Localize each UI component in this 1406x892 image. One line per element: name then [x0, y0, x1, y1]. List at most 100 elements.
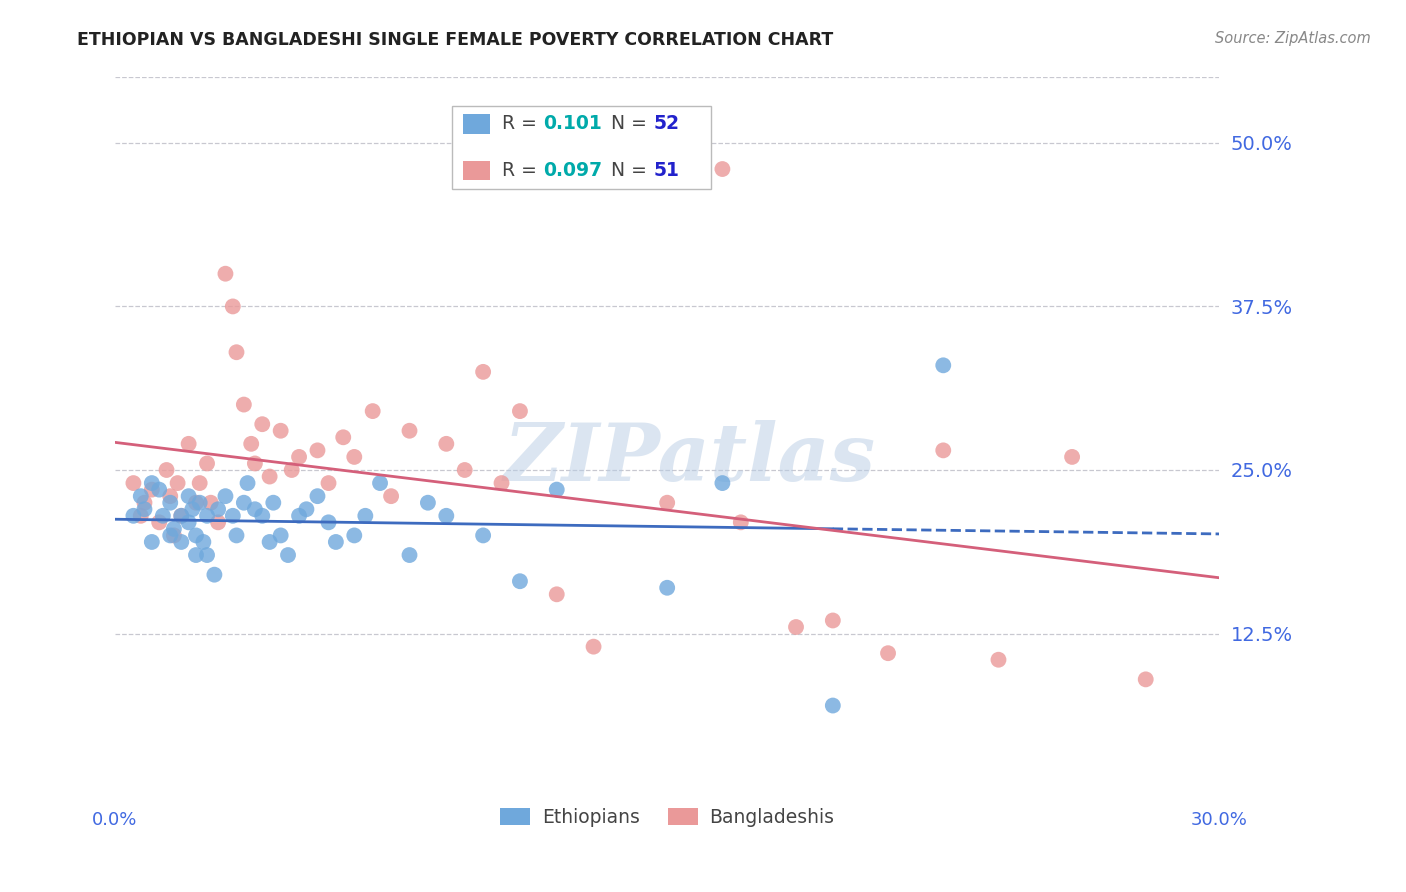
Point — [159, 496, 181, 510]
Point — [472, 528, 495, 542]
Point — [148, 483, 170, 497]
Point — [243, 502, 266, 516]
Point — [280, 463, 302, 477]
Point — [288, 508, 311, 523]
Point — [307, 443, 329, 458]
Point — [232, 496, 254, 510]
Point — [343, 450, 366, 464]
Point — [546, 483, 568, 497]
Point — [177, 437, 200, 451]
FancyBboxPatch shape — [463, 114, 491, 134]
Point — [546, 587, 568, 601]
Point — [932, 359, 955, 373]
Point — [318, 476, 340, 491]
Point — [166, 476, 188, 491]
Point — [262, 496, 284, 510]
Point — [159, 489, 181, 503]
Point — [159, 528, 181, 542]
Point — [380, 489, 402, 503]
Point — [877, 646, 900, 660]
Text: R =: R = — [502, 161, 543, 180]
Text: ETHIOPIAN VS BANGLADESHI SINGLE FEMALE POVERTY CORRELATION CHART: ETHIOPIAN VS BANGLADESHI SINGLE FEMALE P… — [77, 31, 834, 49]
Point — [181, 502, 204, 516]
Point — [332, 430, 354, 444]
Point — [259, 469, 281, 483]
Text: Source: ZipAtlas.com: Source: ZipAtlas.com — [1215, 31, 1371, 46]
Point — [454, 463, 477, 477]
Point — [141, 483, 163, 497]
Point — [987, 653, 1010, 667]
Point — [214, 267, 236, 281]
Point — [155, 463, 177, 477]
Point — [129, 508, 152, 523]
Point — [148, 516, 170, 530]
Point — [491, 476, 513, 491]
Point — [785, 620, 807, 634]
FancyBboxPatch shape — [451, 106, 711, 189]
Text: N =: N = — [599, 114, 652, 133]
Point — [195, 508, 218, 523]
Point — [277, 548, 299, 562]
Point — [184, 528, 207, 542]
Point — [222, 508, 245, 523]
Point — [730, 516, 752, 530]
Point — [177, 489, 200, 503]
Text: 0.097: 0.097 — [544, 161, 603, 180]
Point — [821, 698, 844, 713]
Point — [141, 535, 163, 549]
Text: 52: 52 — [654, 114, 681, 133]
Point — [152, 508, 174, 523]
Point — [193, 535, 215, 549]
Point — [177, 516, 200, 530]
Point — [711, 476, 734, 491]
Point — [195, 457, 218, 471]
Text: N =: N = — [599, 161, 652, 180]
Point — [225, 345, 247, 359]
Point — [368, 476, 391, 491]
Point — [354, 508, 377, 523]
Point — [188, 476, 211, 491]
Point — [270, 528, 292, 542]
Point — [252, 417, 274, 432]
Point — [657, 496, 679, 510]
Point — [295, 502, 318, 516]
Point — [657, 581, 679, 595]
Point — [711, 162, 734, 177]
Point — [1135, 673, 1157, 687]
Point — [122, 508, 145, 523]
FancyBboxPatch shape — [463, 161, 491, 180]
Point — [307, 489, 329, 503]
Point — [821, 614, 844, 628]
Point — [434, 508, 457, 523]
Legend: Ethiopians, Bangladeshis: Ethiopians, Bangladeshis — [494, 800, 841, 835]
Point — [122, 476, 145, 491]
Point — [240, 437, 263, 451]
Point — [236, 476, 259, 491]
Point — [318, 516, 340, 530]
Point — [163, 528, 186, 542]
Point — [163, 522, 186, 536]
Point — [361, 404, 384, 418]
Point — [170, 508, 193, 523]
Point — [141, 476, 163, 491]
Point — [214, 489, 236, 503]
Point — [232, 398, 254, 412]
Point — [184, 496, 207, 510]
Point — [932, 443, 955, 458]
Point — [170, 508, 193, 523]
Point — [398, 424, 420, 438]
Text: 51: 51 — [654, 161, 681, 180]
Point — [202, 567, 225, 582]
Point — [207, 516, 229, 530]
Point — [134, 502, 156, 516]
Point — [225, 528, 247, 542]
Point — [243, 457, 266, 471]
Point — [207, 502, 229, 516]
Text: R =: R = — [502, 114, 543, 133]
Point — [398, 548, 420, 562]
Text: ZIPatlas: ZIPatlas — [503, 420, 876, 498]
Point — [129, 489, 152, 503]
Y-axis label: Single Female Poverty: Single Female Poverty — [0, 337, 8, 538]
Point — [200, 496, 222, 510]
Text: 0.101: 0.101 — [544, 114, 602, 133]
